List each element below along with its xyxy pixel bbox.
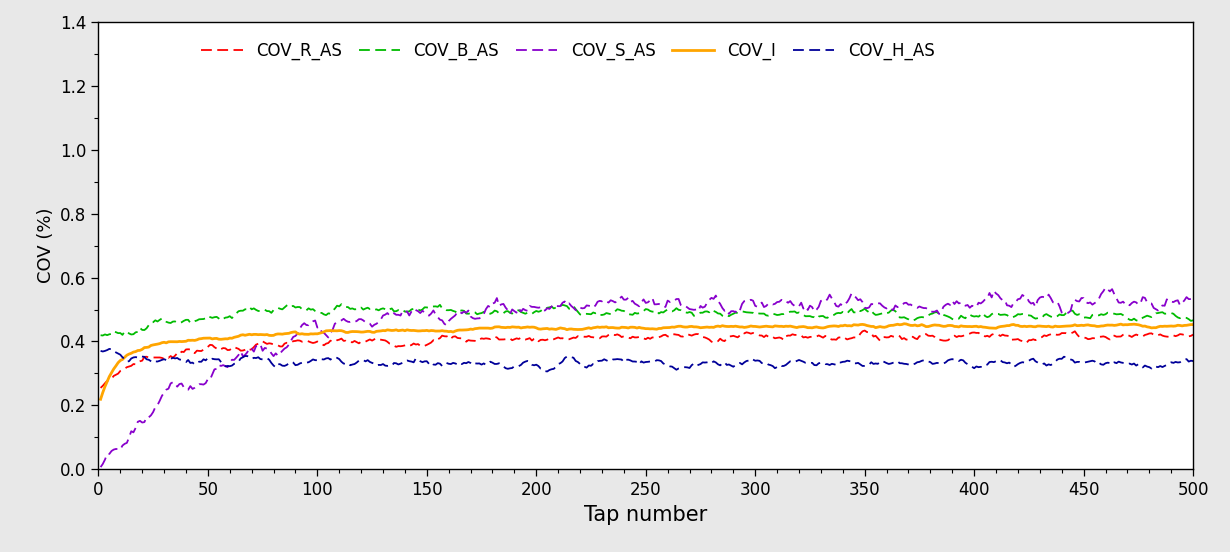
X-axis label: Tap number: Tap number <box>584 505 707 524</box>
COV_S_AS <box>613 295 627 302</box>
COV_B_AS <box>1164 310 1178 316</box>
COV_H_AS <box>1164 359 1178 365</box>
Line: COV_B_AS: COV_B_AS <box>101 304 1193 336</box>
COV_S_AS <box>1186 294 1200 301</box>
Line: COV_R_AS: COV_R_AS <box>101 331 1193 388</box>
COV_B_AS <box>335 301 349 307</box>
Line: COV_I: COV_I <box>101 323 1193 399</box>
COV_B_AS <box>616 307 631 314</box>
COV_I <box>613 325 627 331</box>
COV_B_AS <box>748 311 763 317</box>
COV_R_AS <box>743 330 758 337</box>
COV_H_AS <box>1186 358 1200 364</box>
COV_B_AS <box>993 311 1007 318</box>
COV_R_AS <box>991 331 1006 338</box>
COV_I <box>897 320 911 327</box>
COV_B_AS <box>1186 317 1200 323</box>
COV_B_AS <box>689 312 704 319</box>
COV_I <box>1161 323 1176 330</box>
COV_B_AS <box>624 311 638 318</box>
COV_S_AS <box>743 296 758 303</box>
COV_S_AS <box>619 296 633 303</box>
COV_S_AS <box>1161 299 1176 305</box>
COV_R_AS <box>619 334 633 341</box>
COV_I <box>619 324 633 331</box>
COV_S_AS <box>93 464 108 470</box>
Y-axis label: COV (%): COV (%) <box>37 208 54 283</box>
COV_R_AS <box>857 327 872 334</box>
Line: COV_H_AS: COV_H_AS <box>101 349 1193 371</box>
COV_I <box>991 324 1006 331</box>
COV_H_AS <box>93 348 108 354</box>
COV_H_AS <box>624 357 638 364</box>
COV_H_AS <box>540 368 555 375</box>
COV_I <box>93 396 108 402</box>
COV_S_AS <box>1098 284 1113 291</box>
COV_I <box>684 323 699 330</box>
Legend: COV_R_AS, COV_B_AS, COV_S_AS, COV_I, COV_H_AS: COV_R_AS, COV_B_AS, COV_S_AS, COV_I, COV… <box>194 35 941 66</box>
COV_B_AS <box>96 332 111 339</box>
COV_R_AS <box>684 332 699 339</box>
COV_H_AS <box>993 357 1007 364</box>
COV_H_AS <box>748 358 763 364</box>
COV_I <box>743 323 758 330</box>
COV_S_AS <box>684 306 699 313</box>
COV_B_AS <box>93 332 108 338</box>
COV_R_AS <box>1186 331 1200 338</box>
COV_R_AS <box>93 385 108 391</box>
COV_H_AS <box>102 346 117 352</box>
COV_S_AS <box>989 290 1004 297</box>
COV_R_AS <box>613 332 627 338</box>
Line: COV_S_AS: COV_S_AS <box>101 288 1193 467</box>
COV_I <box>1186 321 1200 328</box>
COV_R_AS <box>1161 333 1176 340</box>
COV_H_AS <box>616 359 631 365</box>
COV_H_AS <box>689 363 704 369</box>
